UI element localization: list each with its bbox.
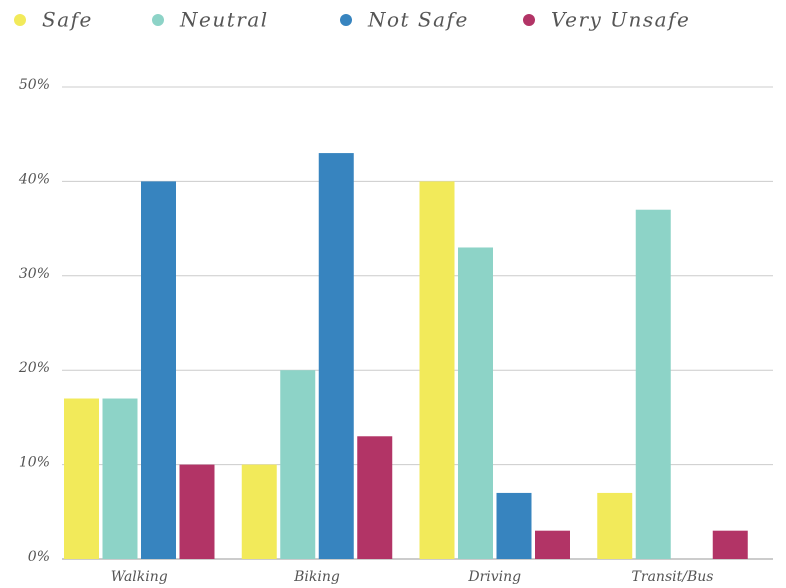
legend-label: Safe — [42, 8, 93, 32]
y-tick-label: 40% — [18, 171, 50, 187]
legend-marker — [14, 14, 26, 26]
y-tick-label: 50% — [19, 77, 50, 93]
x-tick-label: Driving — [467, 569, 521, 585]
bar — [179, 464, 215, 559]
legend-label: Very Unsafe — [551, 8, 690, 32]
bar — [280, 370, 316, 559]
x-tick-label: Walking — [111, 569, 168, 585]
bar — [419, 181, 455, 559]
bar — [318, 153, 354, 559]
bar — [64, 398, 99, 559]
bar — [141, 181, 176, 559]
bar — [496, 492, 532, 559]
bar — [712, 530, 748, 559]
bar — [535, 530, 570, 559]
bar — [102, 398, 138, 559]
legend-marker — [152, 14, 164, 26]
legend-label: Not Safe — [367, 8, 469, 32]
legend-label: Neutral — [179, 8, 269, 32]
x-tick-label: Transit/Bus — [632, 569, 714, 585]
y-tick-label: 10% — [19, 455, 50, 471]
bar — [241, 464, 277, 559]
bar — [458, 247, 493, 560]
x-tick-label: Biking — [293, 569, 340, 585]
bar — [635, 209, 671, 559]
y-tick-label: 30% — [19, 266, 50, 282]
y-tick-label: 20% — [18, 360, 50, 376]
bar — [597, 492, 633, 559]
legend-marker — [523, 14, 535, 26]
legend-marker — [340, 14, 352, 26]
y-tick-label: 0% — [28, 549, 50, 565]
bar — [357, 436, 393, 559]
